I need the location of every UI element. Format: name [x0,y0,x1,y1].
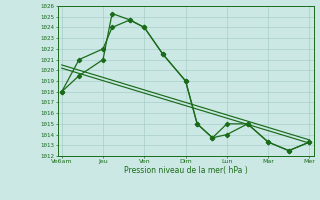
X-axis label: Pression niveau de la mer( hPa ): Pression niveau de la mer( hPa ) [124,166,247,175]
